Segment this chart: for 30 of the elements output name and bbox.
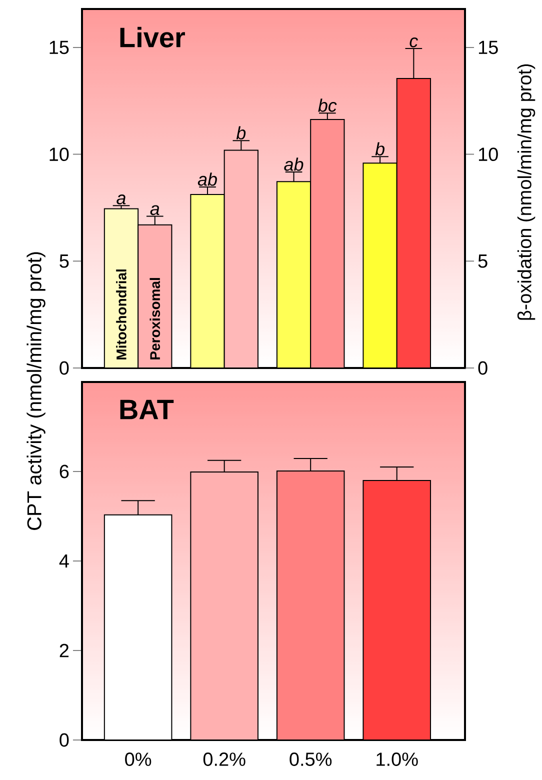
data-label: b xyxy=(375,142,384,156)
data-label: b xyxy=(236,126,246,140)
y2-axis-title: β-oxidation (nmol/min/mg prot) xyxy=(517,64,536,320)
y-tick-label: 6 xyxy=(60,464,69,478)
x-tick-label: 0% xyxy=(125,752,152,766)
y-tick-label: 0 xyxy=(60,361,69,375)
y2-tick-label: 10 xyxy=(478,148,498,162)
y-axis-title: CPT activity (nmol/min/mg prot) xyxy=(26,252,46,530)
x-tick-label: 1.0% xyxy=(376,752,418,766)
y-tick-label: 4 xyxy=(59,554,69,568)
data-label: c xyxy=(410,37,418,48)
y-tick-label: 0 xyxy=(60,733,69,747)
y-tick-label: 5 xyxy=(60,254,69,268)
data-label: ab xyxy=(198,172,217,186)
x-tick-label: 0.2% xyxy=(203,752,246,766)
y-tick-label: 2 xyxy=(60,644,69,658)
data-label: ab xyxy=(284,158,304,171)
text: Liver xyxy=(120,26,185,48)
y-tick-label: 10 xyxy=(50,148,69,162)
y2-tick-label: 5 xyxy=(478,254,488,268)
data-label: bc xyxy=(318,98,337,112)
chart-title: BAT xyxy=(120,400,174,420)
y2-tick-label: 15 xyxy=(478,40,498,54)
series-label: Mitochondrial xyxy=(116,270,126,360)
series-label: Peroxisomal xyxy=(150,278,160,360)
y-tick-label: 15 xyxy=(50,40,69,54)
data-label: a xyxy=(150,205,160,216)
data-label: a xyxy=(116,194,126,204)
x-tick-label: 0.5% xyxy=(290,752,332,766)
y2-tick-label: 0 xyxy=(478,361,488,375)
